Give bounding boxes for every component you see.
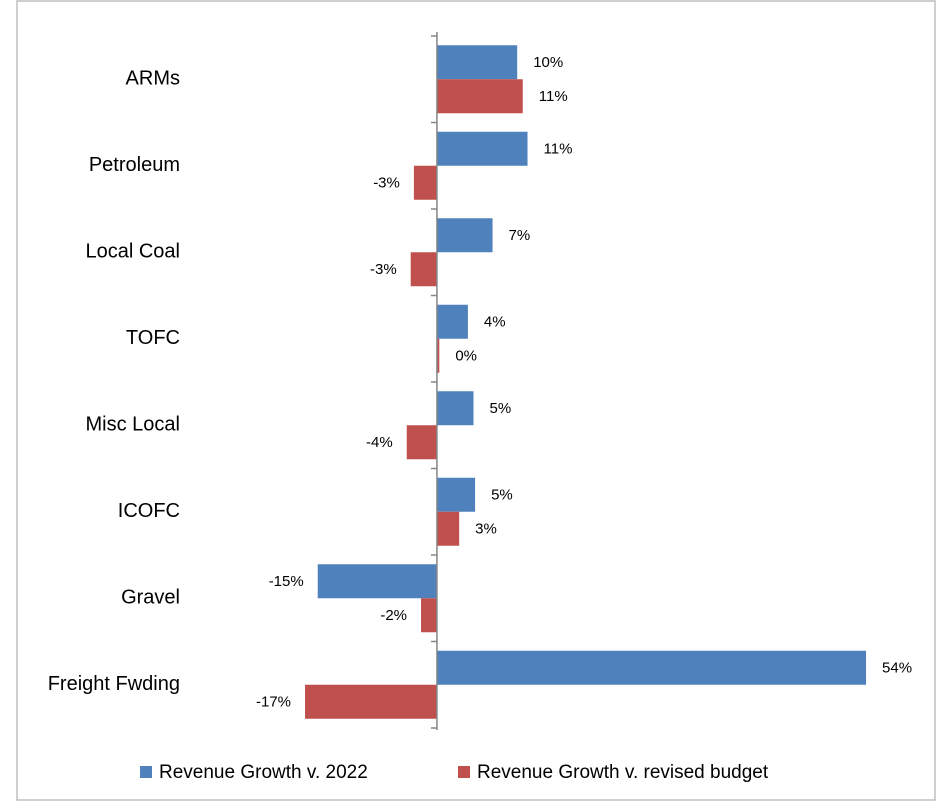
data-label: -3% [370, 261, 397, 278]
bar [436, 79, 523, 114]
bar [436, 131, 528, 166]
data-label: -15% [269, 573, 304, 590]
bar [413, 165, 437, 200]
y-tick-label: Gravel [121, 587, 180, 609]
data-label: 54% [882, 660, 912, 677]
data-label: 3% [475, 521, 497, 538]
bar [436, 650, 867, 685]
data-label: -4% [366, 434, 393, 451]
y-tick-label: Misc Local [86, 414, 180, 436]
bar [305, 684, 437, 719]
bar [421, 598, 437, 633]
data-label: 0% [455, 348, 477, 365]
bar [436, 45, 518, 80]
data-label: 5% [489, 400, 511, 417]
data-label: 11% [544, 141, 573, 158]
legend-label: Revenue Growth v. 2022 [159, 762, 368, 783]
data-label: 10% [533, 54, 563, 71]
legend-swatch [140, 766, 152, 778]
bar [436, 304, 468, 339]
y-tick-label: Local Coal [85, 241, 180, 263]
bar [317, 564, 437, 599]
bar [410, 252, 437, 287]
data-label: 7% [509, 227, 531, 244]
y-tick-label: ARMs [126, 68, 180, 90]
bar [436, 218, 493, 253]
bar [436, 511, 460, 546]
data-label: -2% [380, 607, 407, 624]
bar [406, 425, 437, 460]
bar [436, 391, 474, 426]
data-label: 5% [491, 487, 513, 504]
y-tick-label: Petroleum [89, 154, 180, 176]
y-tick-label: Freight Fwding [48, 673, 180, 695]
data-label: 11% [539, 88, 568, 105]
y-tick-label: TOFC [126, 327, 180, 349]
bar [436, 338, 440, 373]
data-label: -3% [373, 175, 400, 192]
bar [436, 477, 476, 512]
legend-label: Revenue Growth v. revised budget [477, 762, 769, 783]
data-label: -17% [256, 694, 291, 711]
y-tick-label: ICOFC [118, 500, 180, 522]
data-label: 4% [484, 314, 506, 331]
legend-swatch [458, 766, 470, 778]
